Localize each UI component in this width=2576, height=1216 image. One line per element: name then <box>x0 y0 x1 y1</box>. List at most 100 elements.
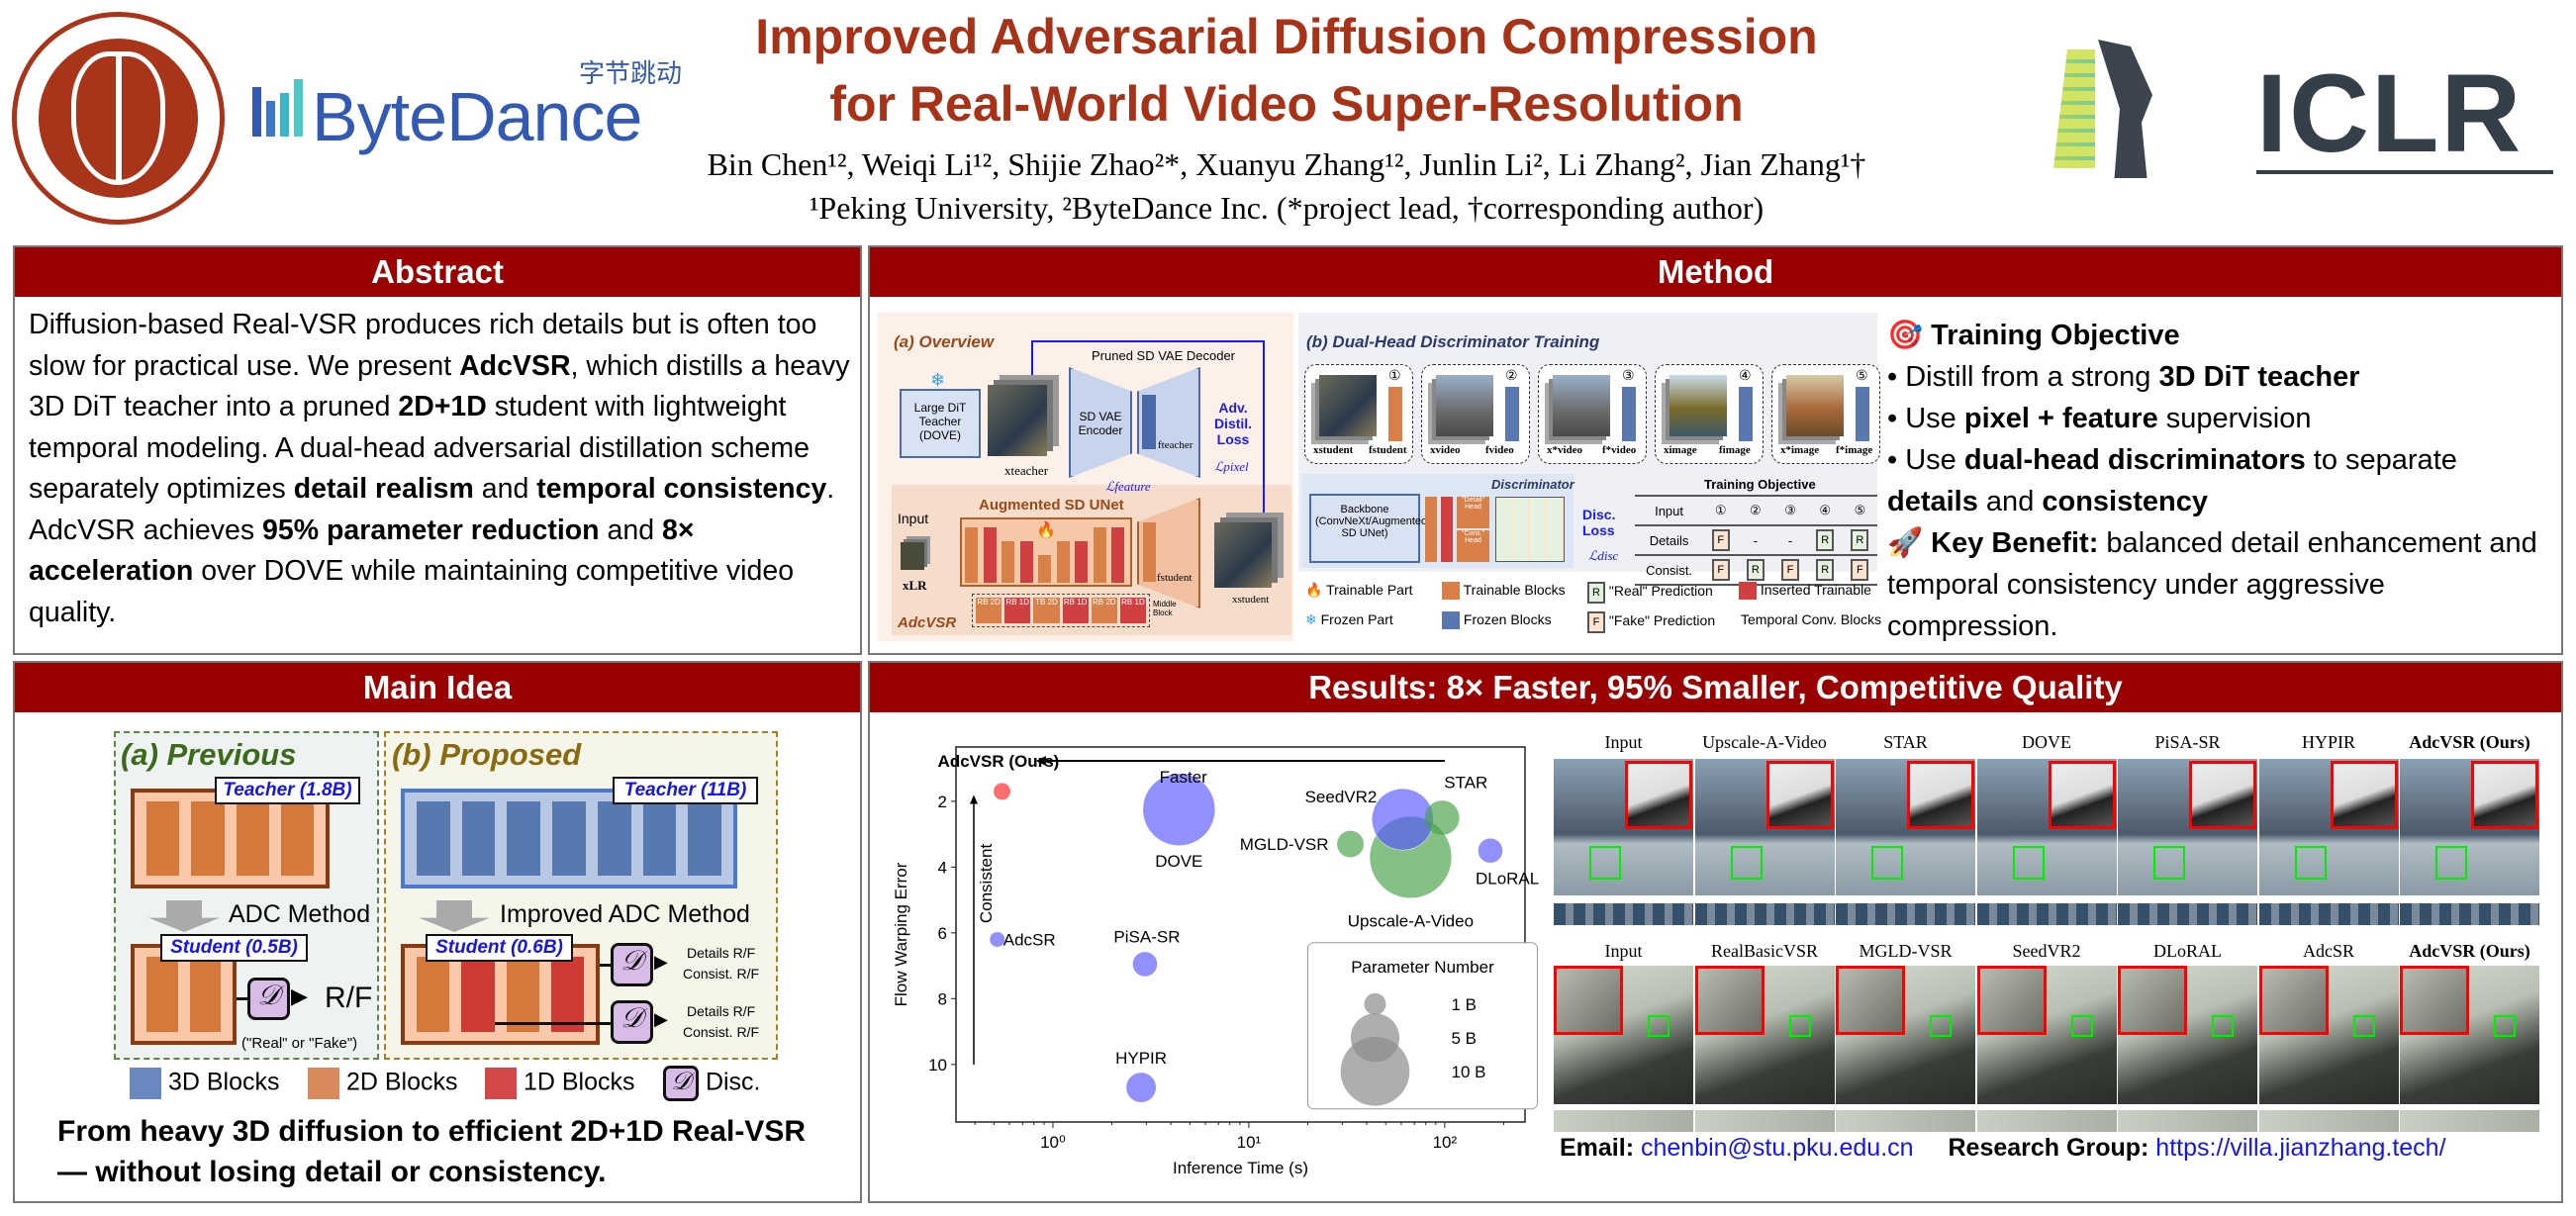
adc-method-label: ADC Method <box>229 900 371 928</box>
affiliations: ¹Peking University, ²ByteDance Inc. (*pr… <box>809 190 1765 226</box>
contact-line: Email: chenbin@stu.pku.edu.cn Research G… <box>1560 1134 2446 1163</box>
card-f-label: f*video <box>1602 444 1637 456</box>
result-image <box>1694 759 1835 895</box>
point-label: DOVE <box>1155 852 1202 871</box>
method-column-label: AdcVSR (Ours) <box>2409 941 2530 961</box>
email-link[interactable]: chenbin@stu.pku.edu.cn <box>1640 1134 1914 1162</box>
temporal-profile-strip <box>1554 903 1693 925</box>
point-label: SeedVR2 <box>1305 788 1378 806</box>
temporal-profile-strip <box>1554 1110 1693 1132</box>
iclr-wordmark: ICLR <box>2256 51 2524 175</box>
detail-head: "Detail" Head <box>1457 497 1489 528</box>
point-label: MGLD-VSR <box>1240 835 1329 854</box>
temporal-profile-strip <box>1976 1110 2117 1132</box>
real-or-fake-label: ("Real" or "Fake") <box>241 1035 358 1052</box>
student-prev-label: Student (0.5B) <box>160 934 308 962</box>
card-x-label: ximage <box>1664 444 1697 456</box>
teacher-box: Large DiT Teacher (DOVE) <box>900 389 981 458</box>
unet-block <box>1002 541 1014 583</box>
result-image <box>1554 966 1693 1104</box>
abstract-heading: Abstract <box>15 247 860 297</box>
x-student-label: xstudent <box>1232 594 1270 606</box>
data-point <box>1125 1072 1157 1103</box>
abstract-panel: Abstract Diffusion-based Real-VSR produc… <box>13 245 862 655</box>
method-heading: Method <box>870 247 2561 297</box>
middle-block: RB 1D <box>1119 598 1147 623</box>
authors: Bin Chen¹², Weiqi Li¹², Shijie Zhao²*, X… <box>707 146 1866 182</box>
group-link[interactable]: https://villa.jianzhang.tech/ <box>2155 1134 2446 1162</box>
bytedance-logo: ByteDance 字节跳动 <box>252 58 708 168</box>
card-number: ⑤ <box>1856 367 1868 383</box>
result-image <box>1836 966 1975 1104</box>
x-teacher-label: xteacher <box>1004 463 1049 478</box>
unet-block <box>1056 541 1070 583</box>
point-label: HYPIR <box>1115 1049 1167 1068</box>
result-image <box>2400 759 2539 895</box>
method-column-label: STAR <box>1883 732 1928 752</box>
adcvsr-label: AdcVSR <box>898 614 957 631</box>
temporal-profile-strip <box>1836 1110 1975 1132</box>
legend-title: Parameter Number <box>1351 958 1494 977</box>
result-image <box>2258 759 2399 895</box>
input-card: ② xvideo fvideo <box>1421 364 1530 464</box>
arrow-right-icon: ▶ <box>654 952 668 972</box>
card-number: ② <box>1505 367 1518 383</box>
f-student-label: fstudent <box>1157 572 1193 584</box>
result-image <box>1976 759 2117 895</box>
overview-title: (a) Overview <box>894 332 995 351</box>
encoder-label: SD VAE Encoder <box>1078 410 1123 437</box>
card-x-label: xvideo <box>1430 444 1461 456</box>
prediction-grid <box>1495 497 1565 562</box>
unet-block <box>1111 527 1124 583</box>
snowflake-icon: ❄ <box>930 370 946 390</box>
objective-table-title: Training Objective <box>1704 477 1816 492</box>
legend-label: 10 B <box>1451 1063 1485 1081</box>
adv-loss-label: Adv. Distil. Loss <box>1213 400 1253 447</box>
result-image <box>1836 759 1975 895</box>
point-label: AdcSR <box>1003 930 1056 949</box>
rf-label: R/F <box>325 982 373 1014</box>
tagline-line-1: From heavy 3D diffusion to efficient 2D+… <box>57 1115 806 1148</box>
input-label: Input <box>898 511 929 526</box>
unet-block <box>1075 541 1088 583</box>
card-f-label: fvideo <box>1485 444 1514 456</box>
result-image <box>1694 966 1835 1104</box>
card-f-label: fstudent <box>1369 444 1407 456</box>
method-column-label: PiSA-SR <box>2154 732 2221 752</box>
objective-list: 🎯 Training Objective • Distill from a st… <box>1887 320 2537 642</box>
main-idea-heading: Main Idea <box>15 663 860 712</box>
card-x-label: x*image <box>1780 444 1820 456</box>
card-number: ④ <box>1739 367 1752 383</box>
consist-rf-label: Consist. R/F <box>683 966 760 982</box>
result-image <box>2118 966 2257 1104</box>
y-axis-label: Flow Warping Error <box>892 862 910 1006</box>
card-f-label: f*image <box>1836 444 1873 456</box>
disc-title: (b) Dual-Head Discriminator Training <box>1306 332 1600 351</box>
point-label: AdcVSR (Ours) <box>938 752 1060 771</box>
y-tick-label: 6 <box>938 924 947 943</box>
unet-label: Augmented SD UNet <box>979 497 1124 514</box>
bytedance-cn-wordmark: 字节跳动 <box>579 58 683 88</box>
middle-block: RB 1D <box>1004 598 1031 623</box>
unet-block <box>983 527 997 583</box>
disc-loss-label: Disc. Loss <box>1582 507 1616 538</box>
cons-head: "Cons." Head <box>1457 530 1489 562</box>
point-label: PiSA-SR <box>1113 927 1180 946</box>
middle-block: RB 1D <box>1062 598 1089 623</box>
temporal-profile-strip <box>2258 903 2399 925</box>
consistent-label: Consistent <box>977 844 996 924</box>
rocket-icon: 🚀 <box>1887 527 1924 559</box>
middle-block: TB 2D <box>1033 598 1060 623</box>
temporal-profile-strip <box>2118 903 2257 925</box>
result-image <box>1976 966 2117 1104</box>
middle-block-row: RB 2D RB 1D TB 2D RB 1D RB 2D RB 1D <box>972 594 1150 627</box>
input-card: ⑤ x*image f*image <box>1771 364 1880 464</box>
consist-rf-label: Consist. R/F <box>683 1024 760 1040</box>
data-point <box>1371 788 1434 851</box>
training-objective-table: Input ① ② ③ ④ ⑤ Details F - - R R Consist. F R F R F <box>1635 495 1877 586</box>
card-f-label: fimage <box>1719 444 1751 456</box>
flame-icon: 🔥 <box>1036 522 1056 539</box>
legend-marker <box>1340 1037 1410 1106</box>
consistent-arrowhead <box>970 795 978 804</box>
teacher-prev-label: Teacher (1.8B) <box>215 777 360 804</box>
